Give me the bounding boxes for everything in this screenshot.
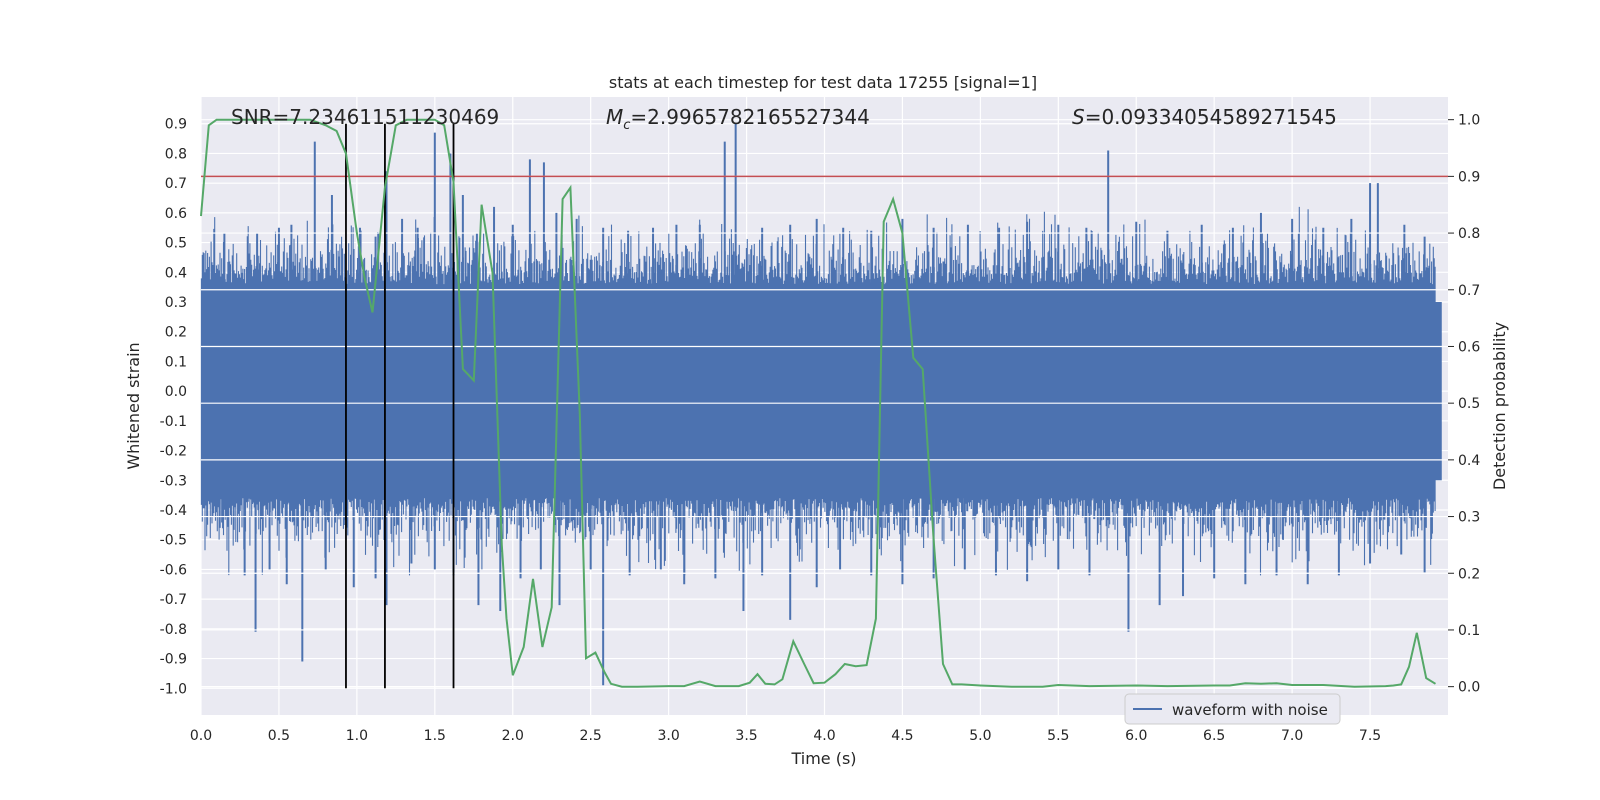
legend-box (1124, 693, 1341, 725)
x-tick-label: 3.5 (735, 728, 757, 744)
chirp-mass-annotation: Mc=2.9965782165527344 (606, 105, 870, 133)
y-right-tick-label: 0.0 (1458, 680, 1480, 696)
y-axis-left-label: Whitened strain (124, 342, 143, 469)
chirp-mass-value: =2.9965782165527344 (630, 105, 869, 129)
y-axis-left: 0.9 0.8 0.7 0.6 0.5 0.4 0.3 0.2 0.1 0.0 -0.1 -0.2 -0… (160, 117, 187, 698)
vertical-markers (345, 123, 455, 689)
legend-label: waveform with noise (1172, 701, 1328, 719)
x-tick-label: 1.5 (424, 728, 446, 744)
y-left-tick-label: 0.4 (165, 265, 187, 281)
x-tick-label: 2.5 (580, 728, 602, 744)
chirp-mass-symbol: M (606, 105, 623, 129)
x-tick-label: 5.0 (969, 728, 991, 744)
y-left-tick-label: -0.2 (160, 444, 187, 460)
x-tick-label: 2.0 (502, 728, 524, 744)
x-tick-label: 0.5 (268, 728, 290, 744)
y-left-tick-label: 0.7 (165, 176, 187, 192)
x-tick-label: 6.5 (1203, 728, 1225, 744)
snr-annotation: SNR=7.234611511230469 (231, 105, 499, 129)
y-left-tick-label: 0.1 (165, 354, 187, 370)
chirp-mass-subscript: c (623, 118, 630, 133)
y-right-tick-label: 0.2 (1458, 566, 1480, 582)
y-left-tick-label: -0.8 (160, 622, 187, 638)
y-left-tick-label: -0.1 (160, 414, 187, 430)
x-tick-label: 6.0 (1125, 728, 1147, 744)
x-tick-label: 7.5 (1359, 728, 1381, 744)
plot-area (200, 97, 1448, 715)
y-left-tick-label: -0.4 (160, 503, 187, 519)
y-left-tick-label: -0.5 (160, 533, 187, 549)
y-left-tick-label: -1.0 (160, 681, 187, 697)
y-axis-right-label: Detection probability (1490, 322, 1509, 490)
y-right-tick-label: 0.7 (1458, 283, 1480, 299)
y-right-tick-label: 1.0 (1458, 113, 1480, 129)
y-left-tick-label: 0.8 (165, 146, 187, 162)
waveform-core (201, 302, 1442, 481)
y-left-tick-label: -0.3 (160, 473, 187, 489)
x-tick-label: 0.0 (190, 728, 212, 744)
y-right-tick-label: 0.1 (1458, 623, 1480, 639)
x-tick-label: 7.0 (1281, 728, 1303, 744)
x-tick-label: 4.0 (813, 728, 835, 744)
y-left-tick-label: -0.9 (160, 652, 187, 668)
y-left-tick-label: -0.7 (160, 592, 187, 608)
y-right-tick-label: 0.6 (1458, 339, 1480, 355)
y-right-tick-label: 0.8 (1458, 226, 1480, 242)
x-tick-label: 4.5 (891, 728, 913, 744)
x-tick-label: 3.0 (657, 728, 679, 744)
legend: waveform with noise (1124, 693, 1341, 725)
y-right-tick-label: 0.3 (1458, 510, 1480, 526)
y-axis-right: 1.0 0.9 0.8 0.7 0.6 0.5 0.4 0.3 0.2 0.1 0.0 (1448, 113, 1480, 696)
y-right-tick-label: 0.9 (1458, 169, 1480, 185)
y-left-tick-label: 0.2 (165, 325, 187, 341)
spin-annotation: S=0.09334054589271545 (1072, 105, 1337, 129)
y-left-tick-label: 0.5 (165, 236, 187, 252)
y-right-tick-label: 0.4 (1458, 453, 1480, 469)
spin-symbol: S (1072, 105, 1085, 129)
x-axis: 0.0 0.5 1.0 1.5 2.0 2.5 3.0 3.5 4.0 4.5 5.0 5.5 6.0 6… (190, 728, 1381, 744)
probability-line (200, 118, 1437, 688)
waveform-series (200, 123, 1442, 686)
spin-value: =0.09334054589271545 (1085, 105, 1337, 129)
y-right-tick-label: 0.5 (1458, 396, 1480, 412)
y-left-tick-label: 0.3 (165, 295, 187, 311)
y-left-tick-label: -0.6 (160, 562, 187, 578)
probability-series-group (200, 118, 1437, 688)
y-left-tick-label: 0.9 (165, 117, 187, 133)
x-tick-label: 5.5 (1047, 728, 1069, 744)
chart-title: stats at each timestep for test data 172… (609, 73, 1037, 92)
y-left-tick-label: 0.6 (165, 206, 187, 222)
y-left-tick-label: 0.0 (165, 384, 187, 400)
x-tick-label: 1.0 (346, 728, 368, 744)
x-axis-label: Time (s) (790, 749, 856, 768)
